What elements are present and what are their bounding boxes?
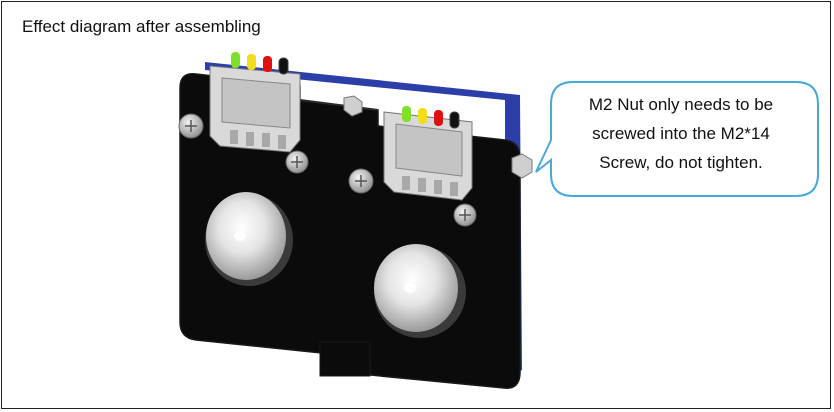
left-led-pins (231, 52, 289, 75)
right-led-pins (402, 106, 460, 129)
led-icon (434, 110, 443, 126)
sensor-dome-icon (374, 244, 466, 338)
callout-bubble (535, 81, 819, 197)
screw-icon (453, 203, 477, 227)
screw-icon (178, 113, 204, 139)
figure-caption: Effect diagram after assembling (22, 17, 261, 36)
led-icon (278, 57, 289, 75)
led-icon (263, 56, 272, 72)
led-icon (449, 111, 460, 129)
sensor-dome-icon (205, 192, 293, 286)
mount-tab (319, 341, 371, 377)
callout-line: screwed into the M2*14 (592, 124, 770, 143)
nut-icon (511, 153, 533, 179)
nut-icon (343, 95, 363, 117)
left-connector-icon (209, 65, 301, 153)
led-icon (418, 108, 427, 124)
right-connector-icon (383, 111, 473, 201)
led-icon (402, 106, 411, 122)
led-icon (231, 52, 240, 68)
screw-icon (285, 150, 309, 174)
pcb-edge (205, 62, 522, 378)
callout-line: M2 Nut only needs to be (588, 95, 774, 114)
led-icon (247, 54, 256, 70)
callout-note: M2 Nut only needs to be screwed into the… (548, 90, 814, 177)
callout-line: Screw, do not tighten. (599, 153, 763, 172)
screw-icon (348, 168, 374, 194)
